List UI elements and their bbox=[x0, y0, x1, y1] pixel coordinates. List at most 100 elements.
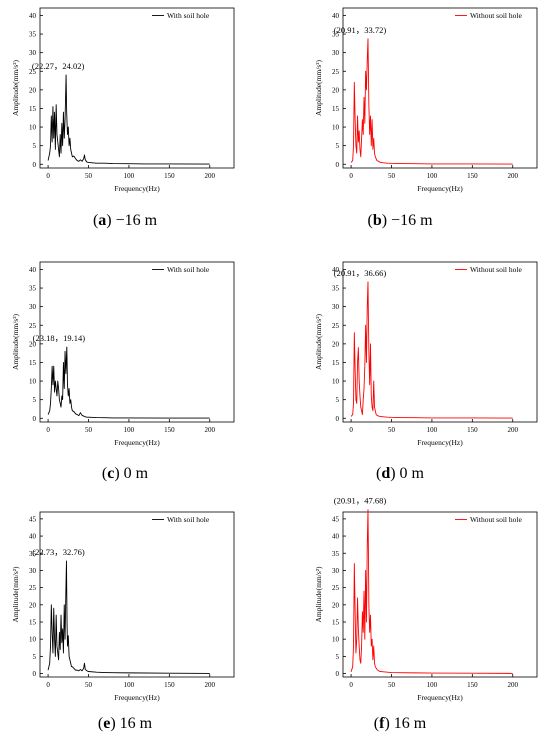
y-tick-label-f-2: 10 bbox=[332, 636, 340, 644]
y-tick-label-e-9: 45 bbox=[29, 515, 37, 523]
series-line-f bbox=[351, 510, 513, 674]
caption-a-letter: a bbox=[98, 212, 106, 229]
y-tick-label-a-4: 20 bbox=[29, 86, 37, 94]
y-tick-label-b-2: 10 bbox=[332, 124, 340, 132]
x-tick-label-f-3: 150 bbox=[467, 681, 478, 689]
peak-annotation-a: (22.27，24.02) bbox=[32, 61, 85, 71]
y-tick-label-b-0: 0 bbox=[336, 161, 340, 169]
caption-e-text: 16 m bbox=[116, 715, 152, 732]
peak-annotation-d: (20.91，36.66) bbox=[334, 268, 387, 278]
x-axis-label-f: Frequency(Hz) bbox=[417, 693, 463, 702]
caption-c-text: 0 m bbox=[120, 465, 148, 482]
y-tick-label-f-1: 5 bbox=[336, 653, 340, 661]
series-line-a bbox=[48, 75, 210, 164]
y-tick-label-b-4: 20 bbox=[332, 86, 340, 94]
legend-label-f: Without soil hole bbox=[470, 515, 522, 524]
y-tick-label-a-8: 40 bbox=[29, 12, 37, 20]
y-tick-label-f-9: 45 bbox=[332, 515, 340, 523]
caption-b-text: −16 m bbox=[387, 212, 432, 229]
y-tick-label-b-5: 25 bbox=[332, 68, 340, 76]
chart-e: 0 5 10 15 20 25 30 35 40 45 0 50 100 150 200 Frequency(… bbox=[11, 512, 234, 702]
y-tick-label-e-1: 5 bbox=[33, 653, 37, 661]
y-tick-label-e-3: 15 bbox=[29, 619, 37, 627]
y-tick-label-a-0: 0 bbox=[33, 161, 37, 169]
x-tick-label-e-4: 200 bbox=[205, 681, 216, 689]
caption-c-letter: c bbox=[107, 465, 114, 482]
y-tick-label-f-3: 15 bbox=[332, 619, 340, 627]
caption-d-text: 0 m bbox=[396, 465, 424, 482]
x-tick-label-e-0: 0 bbox=[46, 681, 50, 689]
y-axis-label-f: Amplitude(mm/s²) bbox=[314, 566, 323, 622]
y-tick-label-b-1: 5 bbox=[336, 142, 340, 150]
series-line-c bbox=[48, 347, 210, 418]
y-tick-label-b-8: 40 bbox=[332, 12, 340, 20]
y-tick-label-f-7: 35 bbox=[332, 550, 340, 558]
y-tick-label-d-6: 30 bbox=[332, 303, 340, 311]
x-tick-label-e-3: 150 bbox=[164, 681, 175, 689]
x-tick-label-d-3: 150 bbox=[467, 426, 478, 434]
y-tick-label-a-1: 5 bbox=[33, 142, 37, 150]
x-tick-label-a-4: 200 bbox=[205, 172, 216, 180]
x-tick-label-a-3: 150 bbox=[164, 172, 175, 180]
caption-d: (d) 0 m bbox=[275, 465, 525, 483]
y-tick-label-c-8: 40 bbox=[29, 266, 37, 274]
y-tick-label-d-3: 15 bbox=[332, 359, 340, 367]
chart-b: 05101520253035400 50 100 150 200Frequency(Hz… bbox=[314, 8, 537, 193]
y-axis-label-d: Amplitude(mm/s²) bbox=[314, 314, 323, 370]
x-tick-label-c-0: 0 bbox=[46, 426, 50, 434]
peak-annotation-c: (23.18，19.14) bbox=[33, 333, 86, 343]
x-tick-label-d-0: 0 bbox=[349, 426, 353, 434]
y-tick-label-d-0: 0 bbox=[336, 415, 340, 423]
peak-annotation-e: (22.73，32.76) bbox=[32, 547, 85, 557]
x-tick-label-b-3: 150 bbox=[467, 172, 478, 180]
y-tick-label-d-7: 35 bbox=[332, 285, 340, 293]
y-tick-label-c-1: 5 bbox=[33, 396, 37, 404]
y-tick-label-a-6: 30 bbox=[29, 49, 37, 57]
x-tick-label-f-1: 50 bbox=[388, 681, 396, 689]
caption-b: (b) −16 m bbox=[275, 212, 525, 230]
x-tick-label-f-2: 100 bbox=[427, 681, 438, 689]
y-tick-label-f-6: 30 bbox=[332, 567, 340, 575]
x-tick-label-a-2: 100 bbox=[124, 172, 135, 180]
y-tick-label-d-2: 10 bbox=[332, 378, 340, 386]
x-tick-label-d-4: 200 bbox=[508, 426, 519, 434]
peak-annotation-b: (20.91，33.72) bbox=[334, 25, 387, 35]
y-tick-label-a-7: 35 bbox=[29, 31, 37, 39]
chart-d: 05101520253035400 50 100 150 200Frequency(Hz… bbox=[314, 262, 537, 447]
plot-frame-d bbox=[343, 262, 537, 422]
x-axis-label-c: Frequency(Hz) bbox=[114, 438, 160, 447]
y-tick-label-f-4: 20 bbox=[332, 601, 340, 609]
y-tick-label-b-3: 15 bbox=[332, 105, 340, 113]
caption-d-letter: d bbox=[381, 465, 390, 482]
y-tick-label-e-5: 25 bbox=[29, 584, 37, 592]
x-axis-label-a: Frequency(Hz) bbox=[114, 184, 160, 193]
chart-a: 0 5 10 15 20 25 30 35 40 0 50 100 150 200 Frequency(Hz… bbox=[11, 8, 234, 193]
x-tick-label-c-3: 150 bbox=[164, 426, 175, 434]
chart-f: 0510152025303540450 50 100 150 200Frequency(… bbox=[314, 496, 537, 702]
legend-label-b: Without soil hole bbox=[470, 11, 522, 20]
y-tick-label-f-0: 0 bbox=[336, 670, 340, 678]
x-tick-label-c-2: 100 bbox=[124, 426, 135, 434]
chart-c: 0 5 10 15 20 25 30 35 40 0 50 100 150 200 Frequency(Hz… bbox=[11, 262, 234, 447]
series-line-d bbox=[351, 282, 513, 418]
y-tick-label-c-2: 10 bbox=[29, 378, 37, 386]
y-tick-label-c-3: 15 bbox=[29, 359, 37, 367]
y-tick-label-e-0: 0 bbox=[33, 670, 37, 678]
x-axis-label-b: Frequency(Hz) bbox=[417, 184, 463, 193]
y-axis-label-b: Amplitude(mm/s²) bbox=[314, 60, 323, 116]
x-tick-label-b-2: 100 bbox=[427, 172, 438, 180]
y-tick-label-c-7: 35 bbox=[29, 285, 37, 293]
caption-c: (c) 0 m bbox=[0, 465, 250, 483]
y-tick-label-a-2: 10 bbox=[29, 124, 37, 132]
legend-label-c: With soil hole bbox=[167, 265, 210, 274]
y-tick-label-a-3: 15 bbox=[29, 105, 37, 113]
x-axis-label-e: Frequency(Hz) bbox=[114, 693, 160, 702]
x-tick-label-b-4: 200 bbox=[508, 172, 519, 180]
y-tick-label-d-5: 25 bbox=[332, 322, 340, 330]
caption-a-text: −16 m bbox=[112, 212, 157, 229]
y-axis-label-e: Amplitude(mm/s²) bbox=[11, 566, 20, 622]
y-tick-label-e-6: 30 bbox=[29, 567, 37, 575]
x-tick-label-b-1: 50 bbox=[388, 172, 396, 180]
caption-b-letter: b bbox=[373, 212, 382, 229]
